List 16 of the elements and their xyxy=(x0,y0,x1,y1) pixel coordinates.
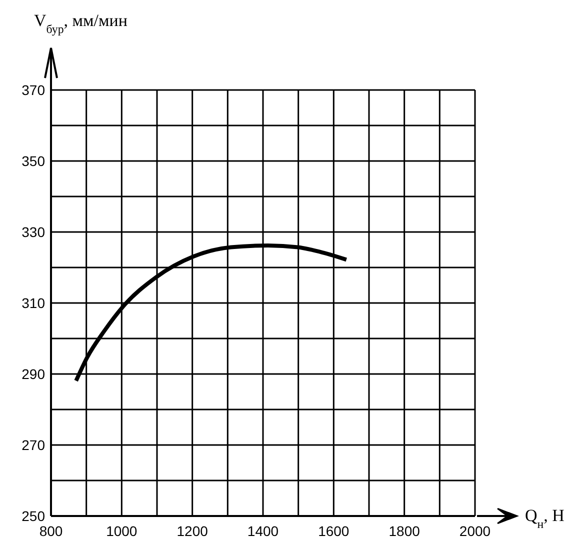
x-tick-label: 1400 xyxy=(247,523,279,539)
x-tick-label: 2000 xyxy=(459,523,491,539)
x-tick-label: 1200 xyxy=(176,523,208,539)
y-tick-label: 350 xyxy=(22,153,46,169)
x-tick-label: 1000 xyxy=(106,523,138,539)
y-axis-title: V$_{бур}$, мм/мин xyxy=(34,11,128,36)
x-tick-label: 800 xyxy=(39,523,63,539)
x-axis-title: Q$_{н}$, Н xyxy=(525,506,564,531)
y-tick-label: 290 xyxy=(22,366,46,382)
y-tick-label: 370 xyxy=(22,82,46,98)
y-tick-label: 330 xyxy=(22,224,46,240)
x-tick-label: 1600 xyxy=(318,523,350,539)
y-tick-label: 270 xyxy=(22,437,46,453)
y-tick-label: 250 xyxy=(22,508,46,524)
y-tick-label: 310 xyxy=(22,295,46,311)
x-tick-label: 1800 xyxy=(388,523,420,539)
